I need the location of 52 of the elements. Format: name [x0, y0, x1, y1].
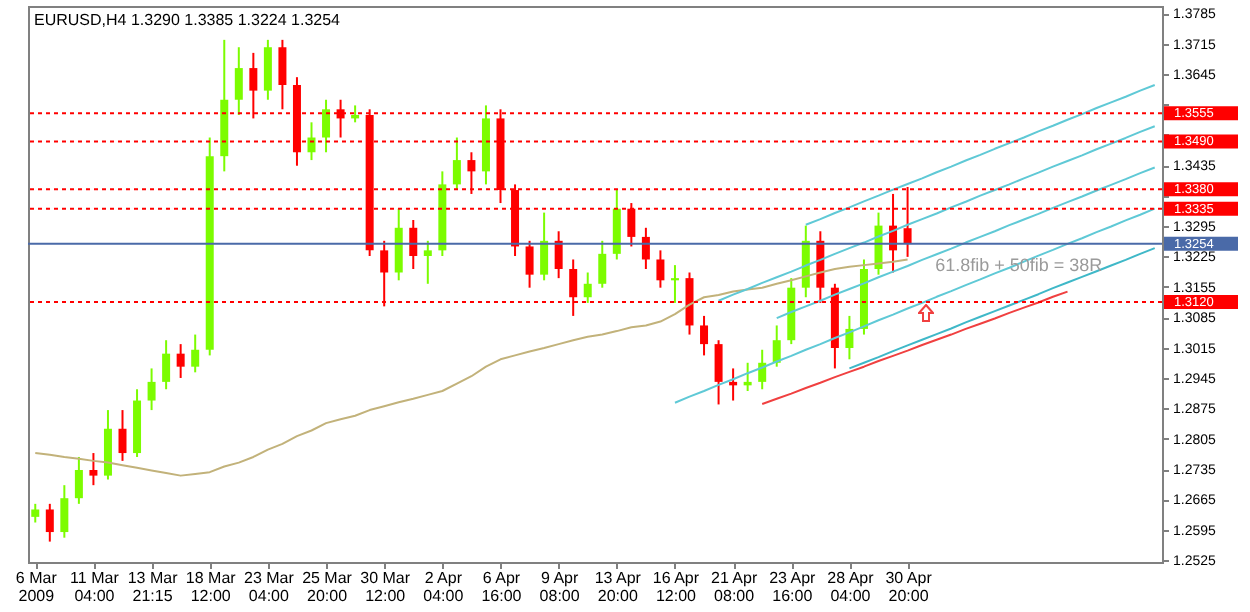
line-series — [848, 247, 1156, 370]
candlestick — [525, 239, 534, 289]
candlestick — [74, 455, 83, 505]
line-series — [761, 290, 1069, 406]
candlestick — [598, 239, 607, 289]
x-tick-label: 21 Apr 08:00 — [710, 569, 758, 605]
candlestick — [540, 211, 549, 282]
candlestick — [700, 314, 709, 357]
candlestick — [176, 343, 185, 379]
candlestick — [45, 502, 54, 543]
candlestick — [612, 189, 621, 261]
line-series — [775, 166, 1156, 320]
chart-title: EURUSD,H4 1.3290 1.3385 1.3224 1.3254 — [34, 11, 342, 30]
candlestick — [162, 339, 171, 391]
x-tick-label: 16 Apr 12:00 — [652, 569, 700, 605]
x-tick-label: 13 Apr 20:00 — [594, 569, 642, 605]
x-tick-label: 23 Mar 04:00 — [243, 569, 295, 605]
candlestick — [409, 218, 418, 271]
candlestick — [263, 38, 272, 101]
x-tick-label: 25 Mar 20:00 — [302, 569, 353, 605]
x-tick-label: 30 Mar 12:00 — [360, 569, 411, 605]
x-tick-label: 6 Apr 16:00 — [481, 569, 523, 605]
x-tick-label: 11 Mar 04:00 — [70, 569, 120, 605]
x-tick-label: 6 Mar 2009 — [15, 569, 58, 605]
x-tick-label: 23 Apr 16:00 — [769, 569, 817, 605]
candlestick — [394, 207, 403, 282]
x-tick-label: 13 Mar 21:15 — [127, 569, 179, 605]
candlestick — [772, 324, 781, 368]
candlestick — [670, 264, 679, 304]
candlestick — [191, 333, 200, 374]
candlestick — [714, 339, 723, 406]
x-tick-label: 18 Mar 12:00 — [185, 569, 237, 605]
x-tick-label: 28 Apr 04:00 — [827, 569, 875, 605]
candlestick — [583, 271, 592, 304]
candlestick — [147, 367, 156, 412]
line-series — [717, 125, 1156, 302]
line-series — [804, 83, 1156, 226]
candlestick — [322, 98, 331, 154]
candlestick — [656, 249, 665, 289]
candlestick — [60, 484, 69, 539]
candlestick — [89, 452, 98, 487]
line-series — [673, 207, 1156, 404]
x-tick-label: 9 Apr 08:00 — [539, 569, 581, 605]
candlestick — [31, 502, 40, 524]
candlestick — [103, 409, 112, 481]
x-tick-label: 2 Apr 04:00 — [423, 569, 465, 605]
candlestick — [452, 136, 461, 192]
candlestick — [554, 230, 563, 280]
candlestick — [118, 409, 127, 462]
x-tick-label: 30 Apr 20:00 — [885, 569, 933, 605]
candlestick — [234, 46, 243, 116]
candlestick — [423, 239, 432, 285]
